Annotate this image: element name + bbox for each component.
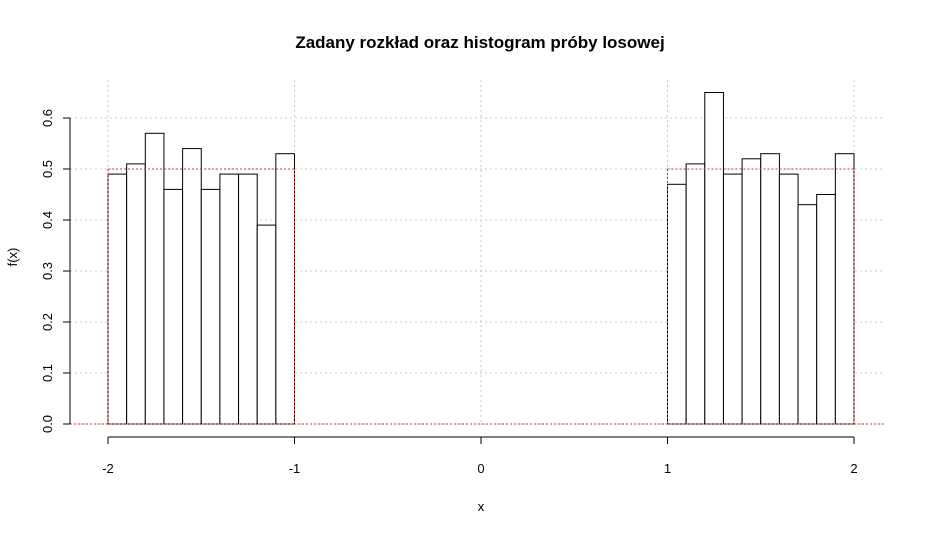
y-tick-label: 0.2 (40, 313, 55, 331)
y-tick-label: 0.1 (40, 364, 55, 382)
histogram-bar (219, 173, 240, 425)
chart-title: Zadany rozkład oraz histogram próby loso… (295, 33, 664, 52)
histogram-bar (816, 194, 836, 425)
histogram-bar (685, 163, 706, 425)
x-tick-label: 0 (477, 461, 484, 476)
density-lines (70, 168, 885, 425)
histogram-bar (834, 153, 855, 425)
histogram-bar (238, 173, 258, 425)
histogram-bar (722, 173, 743, 425)
x-axis-label: x (478, 499, 485, 514)
histogram-bar (126, 163, 146, 425)
x-tick-label: 2 (850, 461, 857, 476)
histogram-bar (797, 204, 818, 425)
histogram-bar (778, 173, 799, 425)
histogram-bar (275, 153, 296, 425)
histogram-bar (107, 173, 128, 425)
y-tick-label: 0.4 (40, 211, 55, 229)
x-tick-label: 1 (664, 461, 671, 476)
y-tick-label: 0.5 (40, 160, 55, 178)
histogram-bar (256, 224, 277, 425)
histogram-bar (760, 153, 780, 425)
x-axis: -2 -1 0 1 2 (102, 436, 858, 476)
histogram-bar (704, 92, 724, 425)
histogram-bars (107, 92, 855, 425)
histogram-bar (163, 188, 184, 425)
y-tick-label: 0.3 (40, 262, 55, 280)
histogram-bar (144, 132, 165, 425)
y-tick-label: 0.0 (40, 415, 55, 433)
histogram-bar (200, 188, 221, 425)
histogram-bar (182, 148, 202, 425)
y-tick-label: 0.6 (40, 109, 55, 127)
histogram-bar (667, 183, 687, 425)
y-axis-label: f(x) (5, 248, 20, 267)
x-tick-label: -2 (102, 461, 114, 476)
y-axis: 0.0 0.1 0.2 0.3 0.4 0.5 0.6 (40, 109, 71, 433)
x-tick-label: -1 (289, 461, 301, 476)
histogram-bar (741, 158, 762, 425)
